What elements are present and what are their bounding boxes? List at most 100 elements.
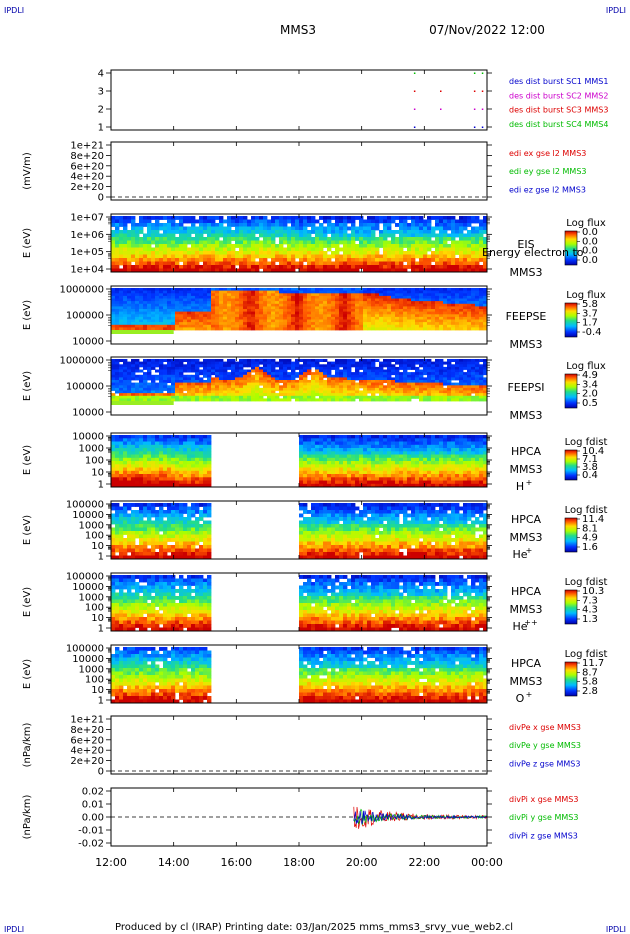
heatmap-cell: [143, 237, 148, 241]
heatmap-cell: [211, 359, 216, 362]
heatmap-cell: [451, 327, 456, 331]
heatmap-cell: [143, 290, 148, 294]
heatmap-cell: [435, 309, 440, 312]
heatmap-cell: [363, 319, 368, 323]
heatmap-cell: [143, 265, 148, 269]
heatmap-cell: [439, 240, 444, 245]
heatmap-cell: [459, 309, 464, 312]
heatmap-cell: [367, 301, 372, 305]
heatmap-cell: [347, 309, 352, 312]
heatmap-cell: [287, 237, 292, 241]
heatmap-cell: [299, 230, 304, 234]
heatmap-cell: [367, 306, 372, 310]
heatmap-cell: [351, 268, 356, 273]
heatmap-cell: [363, 359, 368, 362]
heatmap-cell: [463, 322, 468, 326]
heatmap-cell: [187, 233, 192, 238]
heatmap-cell: [155, 265, 160, 269]
heatmap-cell: [115, 306, 120, 310]
heatmap-cell: [415, 380, 420, 383]
heatmap-cell: [223, 374, 228, 378]
heatmap-cell: [247, 293, 252, 297]
heatmap-cell: [423, 240, 428, 245]
heatmap-cell: [451, 293, 456, 297]
heatmap-cell: [359, 306, 364, 310]
heatmap-cell: [263, 359, 268, 362]
heatmap-cell: [179, 290, 184, 294]
heatmap-cell: [443, 390, 448, 394]
heatmap-cell: [159, 393, 164, 397]
heatmap-cell: [343, 377, 348, 381]
heatmap-cell: [351, 327, 356, 331]
heatmap-cell: [359, 237, 364, 241]
heatmap-cell: [135, 316, 140, 320]
heatmap-cell: [475, 374, 480, 378]
heatmap-cell: [143, 448, 148, 452]
heatmap-cell: [279, 324, 284, 328]
heatmap-cell: [219, 303, 224, 307]
heatmap-cell: [231, 319, 236, 323]
heatmap-cell: [127, 444, 132, 449]
heatmap-cell: [239, 226, 244, 231]
heatmap-cell: [343, 288, 348, 291]
heatmap-cell: [211, 361, 216, 365]
heatmap-cell: [331, 382, 336, 386]
heatmap-cell: [175, 327, 180, 331]
heatmap-cell: [331, 290, 336, 294]
heatmap-cell: [187, 216, 192, 220]
heatmap-cell: [111, 441, 116, 446]
heatmap-cell: [287, 265, 292, 269]
heatmap-cell: [331, 295, 336, 299]
heatmap-cell: [263, 219, 268, 224]
heatmap-cell: [339, 298, 344, 302]
heatmap-cell: [219, 364, 224, 368]
heatmap-cell: [191, 366, 196, 370]
heatmap-cell: [127, 233, 132, 238]
heatmap-cell: [267, 261, 272, 266]
colorbar-tick-label: 0.0: [582, 255, 598, 266]
heatmap-cell: [327, 393, 332, 397]
heatmap-cell: [323, 327, 328, 331]
heatmap-cell: [179, 293, 184, 297]
heatmap-cell: [147, 298, 152, 302]
heatmap-cell: [463, 385, 468, 389]
heatmap-cell: [367, 361, 372, 365]
heatmap-cell: [387, 366, 392, 370]
heatmap-cell: [303, 369, 308, 373]
heatmap-cell: [315, 369, 320, 373]
heatmap-cell: [155, 327, 160, 331]
heatmap-cell: [179, 438, 184, 442]
heatmap-cell: [291, 316, 296, 320]
heatmap-cell: [299, 393, 304, 397]
heatmap-cell: [403, 301, 408, 305]
heatmap-cell: [207, 322, 212, 326]
heatmap-cell: [267, 265, 272, 269]
heatmap-cell: [327, 247, 332, 252]
heatmap-cell: [183, 438, 188, 442]
heatmap-cell: [343, 240, 348, 245]
heatmap-cell: [207, 380, 212, 383]
heatmap-cell: [199, 364, 204, 368]
heatmap-cell: [255, 288, 260, 291]
heatmap-cell: [387, 261, 392, 266]
heatmap-cell: [287, 387, 292, 391]
heatmap-cell: [383, 369, 388, 373]
heatmap-cell: [163, 366, 168, 370]
heatmap-cell: [239, 372, 244, 376]
heatmap-cell: [175, 359, 180, 362]
heatmap-cell: [111, 327, 116, 331]
heatmap-cell: [115, 398, 120, 402]
heatmap-cell: [115, 474, 120, 478]
heatmap-cell: [435, 324, 440, 328]
heatmap-cell: [111, 457, 116, 462]
heatmap-cell: [191, 361, 196, 365]
heatmap-cell: [183, 244, 188, 248]
heatmap-cell: [259, 361, 264, 365]
heatmap-cell: [215, 364, 220, 368]
heatmap-cell: [275, 377, 280, 381]
heatmap-cell: [435, 311, 440, 315]
heatmap-cell: [379, 258, 384, 262]
heatmap-cell: [267, 298, 272, 302]
heatmap-cell: [447, 293, 452, 297]
heatmap-cell: [151, 327, 156, 331]
